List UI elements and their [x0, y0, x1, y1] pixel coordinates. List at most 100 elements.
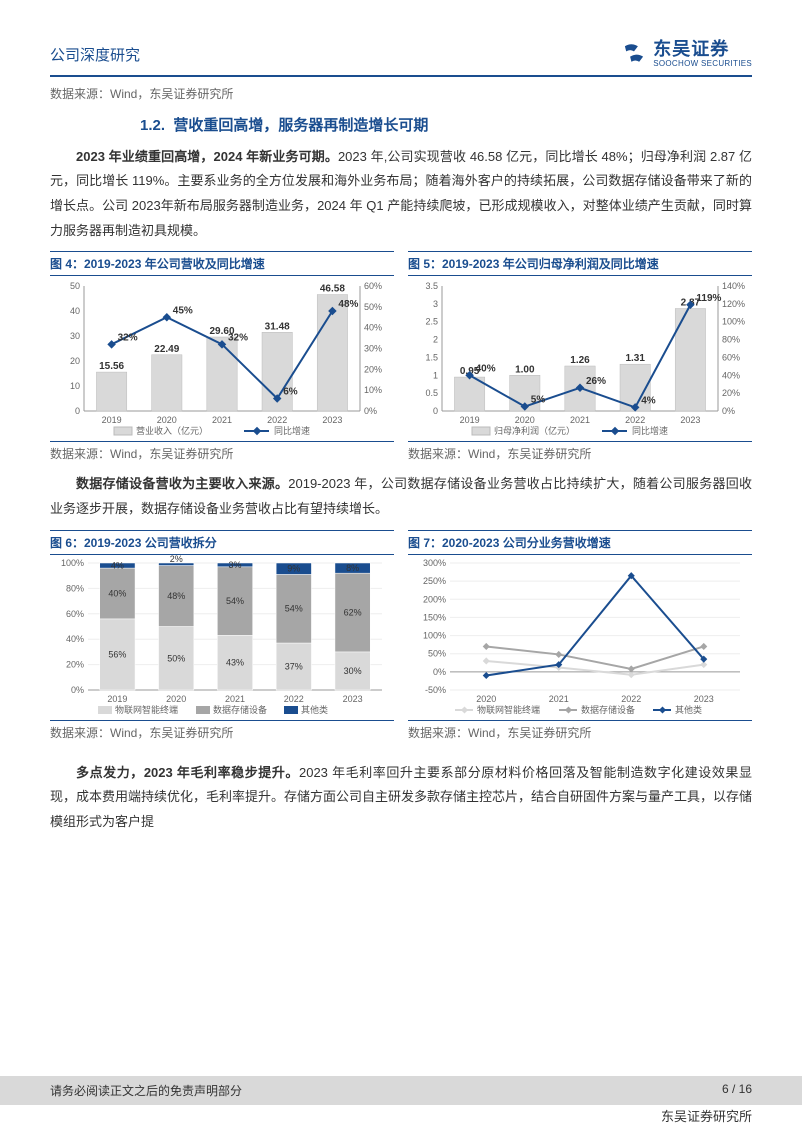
svg-text:2023: 2023: [694, 694, 714, 704]
svg-text:9%: 9%: [287, 563, 300, 573]
svg-text:60%: 60%: [722, 353, 740, 363]
svg-text:40%: 40%: [66, 634, 84, 644]
svg-text:2021: 2021: [225, 694, 245, 704]
svg-text:8%: 8%: [346, 563, 359, 573]
svg-text:54%: 54%: [226, 596, 244, 606]
chart6-source: 数据来源：Wind，东吴证券研究所: [50, 720, 394, 741]
svg-text:200%: 200%: [423, 594, 446, 604]
chart7: -50%0%50%100%150%200%250%300%20202021202…: [408, 555, 752, 720]
svg-text:同比增速: 同比增速: [632, 425, 668, 436]
svg-text:2021: 2021: [549, 694, 569, 704]
svg-text:2020: 2020: [515, 415, 535, 425]
svg-text:2020: 2020: [476, 694, 496, 704]
svg-text:6%: 6%: [283, 387, 298, 398]
svg-text:300%: 300%: [423, 558, 446, 568]
svg-text:2023: 2023: [680, 415, 700, 425]
chart6-title: 图 6：2019-2023 公司营收拆分: [50, 530, 394, 555]
svg-text:30: 30: [70, 331, 80, 341]
svg-text:30%: 30%: [344, 666, 362, 676]
page-header: 公司深度研究 东吴证券 SOOCHOW SECURITIES: [50, 40, 752, 77]
chart7-title: 图 7：2020-2023 公司分业务营收增速: [408, 530, 752, 555]
svg-text:2020: 2020: [166, 694, 186, 704]
svg-text:0: 0: [75, 406, 80, 416]
chart5-title: 图 5：2019-2023 年公司归母净利润及同比增速: [408, 251, 752, 276]
svg-text:3: 3: [433, 299, 438, 309]
svg-text:营业收入（亿元）: 营业收入（亿元）: [136, 425, 208, 436]
svg-text:1.31: 1.31: [625, 354, 645, 365]
svg-text:45%: 45%: [173, 306, 193, 317]
svg-text:其他类: 其他类: [675, 704, 702, 715]
chart6: 0%20%40%60%80%100%56%40%4%201950%48%2%20…: [50, 555, 394, 720]
svg-text:数据存储设备: 数据存储设备: [581, 704, 635, 715]
svg-text:119%: 119%: [696, 293, 721, 304]
svg-text:40%: 40%: [476, 364, 496, 375]
svg-text:1.26: 1.26: [570, 355, 590, 366]
source-top: 数据来源：Wind，东吴证券研究所: [50, 85, 752, 102]
paragraph-1: 2023 年业绩重回高增，2024 年新业务可期。2023 年,公司实现营收 4…: [50, 145, 752, 244]
svg-text:31.48: 31.48: [265, 322, 290, 333]
svg-text:10: 10: [70, 381, 80, 391]
svg-text:2023: 2023: [322, 415, 342, 425]
svg-text:数据存储设备: 数据存储设备: [213, 704, 267, 715]
company-logo: 东吴证券 SOOCHOW SECURITIES: [621, 40, 752, 69]
svg-text:80%: 80%: [66, 583, 84, 593]
chart4-source: 数据来源：Wind，东吴证券研究所: [50, 441, 394, 462]
svg-text:120%: 120%: [722, 299, 745, 309]
section-heading: 1.2. 营收重回高增，服务器再制造增长可期: [140, 114, 752, 135]
paragraph-3: 多点发力，2023 年毛利率稳步提升。2023 年毛利率回升主要系部分原材料价格…: [50, 761, 752, 835]
svg-text:50%: 50%: [428, 648, 446, 658]
svg-text:150%: 150%: [423, 612, 446, 622]
svg-text:0%: 0%: [433, 667, 446, 677]
svg-text:2021: 2021: [212, 415, 232, 425]
svg-text:2019: 2019: [107, 694, 127, 704]
svg-text:3%: 3%: [228, 560, 241, 570]
svg-text:其他类: 其他类: [301, 704, 328, 715]
svg-text:250%: 250%: [423, 576, 446, 586]
chart5: 00.511.522.533.50%20%40%60%80%100%120%14…: [408, 276, 752, 441]
svg-text:2020: 2020: [157, 415, 177, 425]
svg-text:3.5: 3.5: [425, 281, 438, 291]
svg-text:40: 40: [70, 306, 80, 316]
svg-text:2.5: 2.5: [425, 317, 438, 327]
svg-text:37%: 37%: [285, 661, 303, 671]
svg-text:56%: 56%: [108, 649, 126, 659]
svg-text:4%: 4%: [111, 560, 124, 570]
svg-text:100%: 100%: [722, 317, 745, 327]
svg-text:60%: 60%: [364, 281, 382, 291]
svg-text:2022: 2022: [621, 694, 641, 704]
svg-text:50%: 50%: [364, 302, 382, 312]
svg-text:5%: 5%: [531, 395, 546, 406]
svg-text:1.00: 1.00: [515, 365, 535, 376]
svg-text:2023: 2023: [343, 694, 363, 704]
svg-text:50%: 50%: [167, 653, 185, 663]
svg-text:40%: 40%: [722, 371, 740, 381]
svg-text:0%: 0%: [364, 406, 377, 416]
logo-icon: [621, 41, 647, 67]
svg-text:2022: 2022: [284, 694, 304, 704]
svg-text:2019: 2019: [102, 415, 122, 425]
svg-text:2: 2: [433, 335, 438, 345]
svg-text:80%: 80%: [722, 335, 740, 345]
svg-text:10%: 10%: [364, 386, 382, 396]
svg-text:2019: 2019: [460, 415, 480, 425]
svg-text:0: 0: [433, 406, 438, 416]
svg-text:46.58: 46.58: [320, 284, 345, 295]
svg-text:22.49: 22.49: [154, 344, 179, 355]
footer-page: 6 / 16: [722, 1082, 752, 1099]
svg-text:4%: 4%: [641, 396, 656, 407]
svg-text:归母净利润（亿元）: 归母净利润（亿元）: [494, 425, 575, 436]
svg-text:0.5: 0.5: [425, 388, 438, 398]
svg-text:140%: 140%: [722, 281, 745, 291]
svg-text:-50%: -50%: [425, 685, 446, 695]
svg-text:48%: 48%: [167, 591, 185, 601]
svg-text:50: 50: [70, 281, 80, 291]
footer-disclaimer: 请务必阅读正文之后的免责声明部分: [50, 1082, 242, 1099]
svg-text:2021: 2021: [570, 415, 590, 425]
logo-text-en: SOOCHOW SECURITIES: [653, 60, 752, 69]
chart4: 010203040500%10%20%30%40%50%60%15.562019…: [50, 276, 394, 441]
svg-text:1: 1: [433, 371, 438, 381]
svg-text:0%: 0%: [722, 406, 735, 416]
svg-text:物联网智能终端: 物联网智能终端: [477, 704, 540, 715]
svg-text:48%: 48%: [338, 299, 358, 310]
svg-text:20%: 20%: [364, 365, 382, 375]
